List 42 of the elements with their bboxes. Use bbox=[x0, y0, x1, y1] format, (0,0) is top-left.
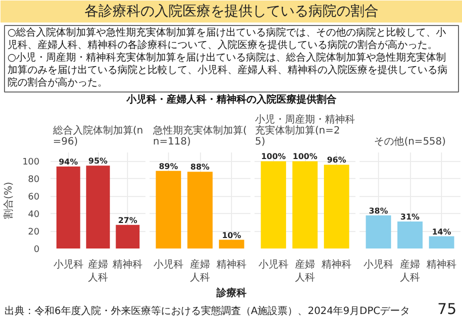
data-label: 100% bbox=[292, 152, 318, 162]
y-tick-label: 100 bbox=[22, 158, 40, 168]
chart-title: 総合入院体制加算(n=96) bbox=[52, 124, 144, 148]
x-tick-label: 精神科 bbox=[216, 258, 247, 270]
y-tick-label: 20 bbox=[28, 228, 40, 238]
data-label: 10% bbox=[222, 230, 242, 240]
text: ○小児・周産期・精神科充実体制加算を届け出ている病院は、総合入院体制加算や急性期充実体制加算のみを届け出ている病院と比較して、小児科、産婦人科、精神科の入院医療を提供している病院の割合が高かった。 bbox=[8, 52, 448, 88]
text: 各診療科の入院医療を提供している病院の割合 bbox=[84, 4, 378, 20]
data-label: 94% bbox=[58, 157, 78, 166]
text: 75 bbox=[437, 300, 457, 318]
chart-title: 急性期充実体制加算(n=118) bbox=[152, 124, 248, 148]
data-label: 100% bbox=[261, 152, 286, 162]
x-tick-label: 精神科 bbox=[112, 258, 143, 270]
data-label: 95% bbox=[88, 156, 108, 166]
x-tick-label: 小児科 bbox=[258, 258, 288, 270]
source-note: 出典：令和6年度入院・外来医療等における実態調査（A施設票）、2024年9月DPCデータ bbox=[4, 305, 410, 317]
chart-title: 小児・周産期・精神科充実体制加算(n=25) bbox=[255, 114, 355, 148]
y-axis-title: 割合(%) bbox=[2, 182, 14, 220]
x-tick-label: 精神科 bbox=[426, 258, 457, 270]
x-tick-label: 産婦人科 bbox=[295, 258, 315, 284]
y-tick-label: 60 bbox=[28, 192, 40, 203]
text: 小児科・産婦人科・精神科の入院医療提供割合 bbox=[126, 94, 338, 106]
data-label: 88% bbox=[190, 162, 210, 172]
data-label: 31% bbox=[400, 212, 420, 222]
x-tick-label: 小児科 bbox=[53, 258, 84, 270]
x-tick-label: 産婦人科 bbox=[400, 258, 420, 284]
x-tick-label: 精神科 bbox=[322, 258, 352, 270]
x-tick-label: 小児科 bbox=[363, 258, 394, 270]
text: ○総合入院体制加算や急性期充実体制加算を届け出ている病院では、その他の病院と比較して、小児科、産婦人科、精神科の各診療科について、入院医療を提供している病院の割合が高かった。 bbox=[8, 26, 446, 51]
x-tick-label: 小児科 bbox=[153, 258, 184, 270]
data-label: 38% bbox=[368, 206, 388, 216]
data-label: 27% bbox=[118, 216, 138, 225]
y-tick-label: 80 bbox=[28, 175, 40, 186]
y-tick-label: 40 bbox=[28, 210, 40, 220]
data-label: 14% bbox=[432, 227, 452, 236]
y-tick-label: 0 bbox=[34, 245, 40, 255]
x-tick-label: 産婦人科 bbox=[88, 258, 108, 284]
chart-title: その他(n=558) bbox=[374, 136, 446, 148]
data-label: 89% bbox=[158, 162, 178, 171]
text: 診療科 bbox=[216, 287, 246, 299]
x-tick-label: 産婦人科 bbox=[190, 258, 210, 284]
data-label: 96% bbox=[326, 156, 346, 165]
